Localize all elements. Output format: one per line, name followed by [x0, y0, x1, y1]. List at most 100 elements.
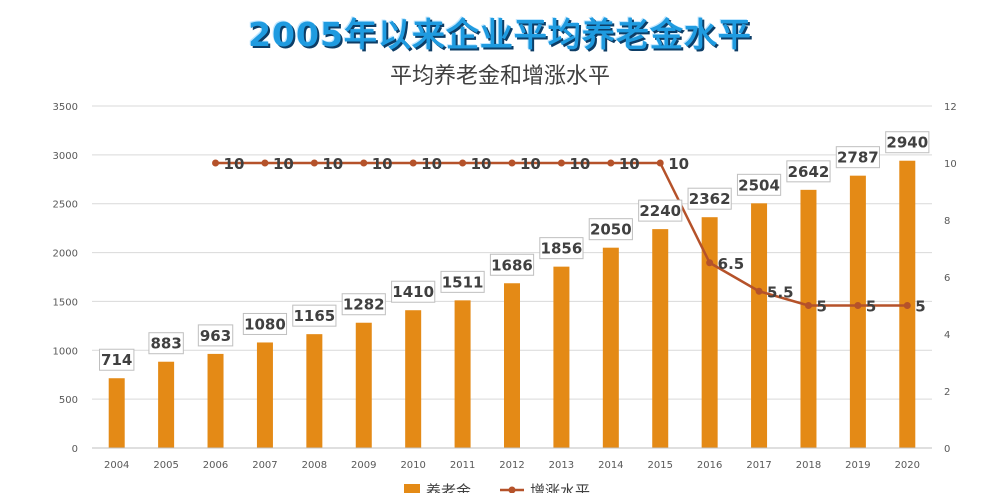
legend-label-line: 增涨水平: [530, 482, 590, 493]
line-point: [755, 287, 763, 295]
x-tick-label: 2016: [697, 460, 722, 471]
axes: 0 500 1000 1500 2000 2500 3000 3500 0 2 4 6 8 10 12 200…: [53, 102, 957, 471]
bar: [306, 334, 323, 448]
x-tick-label: 2007: [252, 460, 277, 471]
x-tick-label: 2008: [302, 460, 327, 471]
bar: [108, 378, 125, 448]
y-right-tick-label: 10: [944, 159, 957, 170]
line-value-label: 5: [915, 298, 925, 316]
banner-title: 2005年以来企业平均养老金水平: [248, 15, 752, 54]
bar-value-label: 1165: [293, 307, 335, 325]
bar-label-box: [786, 160, 831, 183]
line-point: [310, 159, 318, 167]
line-point: [261, 159, 269, 167]
x-tick-label: 2018: [796, 460, 821, 471]
line-point: [508, 159, 516, 167]
line-value-label: 10: [471, 155, 492, 173]
bar-value-label: 1686: [491, 256, 533, 274]
bar-label-box: [687, 187, 732, 210]
line-point: [854, 302, 862, 309]
line-point: [804, 302, 812, 309]
bar-value-label: 1511: [442, 273, 484, 291]
bar-label-box: [292, 304, 337, 327]
x-tick-label: 2019: [845, 460, 870, 471]
legend-label-bar: 养老金: [426, 482, 471, 493]
y-left-tick-label: 1500: [53, 297, 78, 308]
bar-label-box: [539, 237, 584, 260]
y-right-tick-label: 12: [944, 102, 957, 113]
line-series: [212, 159, 911, 309]
line-value-label: 5: [866, 298, 876, 316]
bar-label-box: [99, 348, 135, 371]
bar: [158, 361, 175, 448]
bar-label-box: [489, 253, 535, 276]
bar: [504, 283, 520, 448]
bar-value-label: 714: [101, 351, 132, 369]
bar-value-label: 1410: [392, 283, 434, 301]
line-value-label: 5.5: [767, 283, 794, 301]
bar: [800, 189, 817, 448]
bar: [751, 203, 768, 448]
x-tick-label: 2013: [549, 460, 574, 471]
bar-value-label: 1080: [244, 315, 286, 333]
line-value-label: 5: [816, 298, 826, 316]
bar: [355, 322, 372, 448]
line-value-label: 10: [224, 155, 245, 173]
bar-label-box: [736, 173, 782, 196]
bar-value-label: 2050: [590, 221, 632, 239]
x-tick-label: 2009: [351, 460, 376, 471]
line-value-label: 10: [372, 155, 393, 173]
bar: [405, 310, 422, 448]
legend: 养老金 增涨水平: [404, 482, 590, 493]
line-point: [706, 259, 714, 267]
bar-label-box: [885, 131, 930, 154]
bar-value-label: 883: [150, 335, 181, 353]
x-tick-label: 2011: [450, 460, 475, 471]
y-left-tick-label: 1000: [53, 346, 78, 357]
line-value-label: 10: [520, 155, 541, 173]
legend-swatch-bar: [404, 484, 420, 493]
bar-value-label: 1282: [343, 296, 385, 314]
line-value-label: 10: [619, 155, 640, 173]
bar-value-label: 2787: [837, 149, 879, 167]
bar-value-label: 2642: [788, 163, 830, 181]
y-right-tick-label: 6: [944, 273, 950, 284]
chart-title: 平均养老金和增涨水平: [389, 64, 610, 89]
line-point: [557, 159, 565, 167]
bar-value-label: 2240: [639, 202, 681, 220]
x-tick-label: 2010: [400, 460, 425, 471]
line-point: [903, 302, 911, 309]
bar-value-label: 963: [200, 327, 231, 345]
bar-label-box: [197, 324, 234, 347]
bar: [207, 353, 224, 448]
line-point: [409, 159, 417, 167]
line-value-label: 10: [273, 155, 294, 173]
bar: [849, 175, 866, 448]
x-tick-label: 2017: [746, 460, 771, 471]
bar-label-box: [242, 312, 288, 335]
line-point: [360, 159, 368, 167]
bar-label-box: [391, 280, 436, 303]
y-left-tick-label: 500: [59, 395, 78, 406]
x-tick-label: 2006: [203, 460, 228, 471]
bar: [454, 300, 471, 448]
line-value-label: 10: [569, 155, 590, 173]
bar: [553, 266, 570, 448]
bar-value-label: 2362: [689, 190, 731, 208]
line-value-label: 10: [421, 155, 442, 173]
y-right-tick-label: 0: [944, 444, 950, 455]
line-point: [607, 159, 615, 167]
y-left-tick-label: 0: [72, 444, 78, 455]
x-tick-label: 2020: [895, 460, 920, 471]
x-tick-label: 2004: [104, 460, 129, 471]
x-tick-label: 2015: [648, 460, 673, 471]
bar-value-label: 2504: [738, 176, 780, 194]
bar-label-box: [638, 199, 683, 222]
x-tick-label: 2012: [499, 460, 524, 471]
line-value-label: 6.5: [718, 255, 745, 273]
legend-marker-line: [508, 486, 516, 493]
bar: [652, 229, 669, 448]
bar: [602, 247, 619, 448]
y-left-tick-label: 2000: [53, 249, 78, 260]
